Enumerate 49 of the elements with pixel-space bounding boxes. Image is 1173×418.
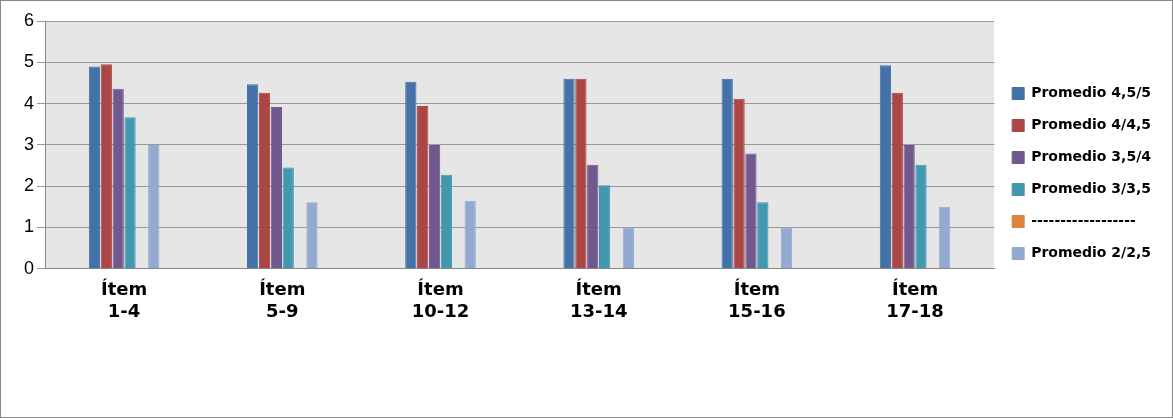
- y-tick-label: 1: [24, 216, 35, 237]
- x-tick-label: Ítem 17-18: [886, 278, 944, 321]
- legend-label: Promedio 2/2,5: [1031, 244, 1152, 261]
- bar: [903, 144, 915, 269]
- bar: [780, 227, 793, 269]
- bar: [247, 84, 259, 269]
- bar: [733, 98, 745, 269]
- x-tick-label: Ítem 13-14: [569, 278, 628, 321]
- y-tick-label: 5: [24, 51, 35, 72]
- x-tick-label: Ítem 1-4: [100, 278, 148, 321]
- bar: [464, 200, 476, 269]
- x-tick-label: Ítem 15-16: [728, 278, 786, 321]
- bar: [428, 144, 441, 269]
- bar: [915, 164, 927, 269]
- y-tick-label: 6: [24, 9, 35, 30]
- bar: [879, 65, 892, 269]
- legend-label: ------------------: [1031, 212, 1136, 229]
- y-tick-label: 2: [24, 175, 35, 196]
- bar: [563, 78, 575, 269]
- bar: [417, 106, 429, 269]
- bar: [587, 164, 599, 269]
- bar: [112, 88, 124, 269]
- bar: [598, 185, 611, 269]
- bar: [148, 144, 160, 269]
- bar: [891, 92, 903, 269]
- legend-label: Promedio 4/4,5: [1031, 116, 1152, 133]
- bar: [757, 202, 769, 269]
- legend-label: Promedio 3,5/4: [1031, 148, 1152, 165]
- legend-label: Promedio 4,5/5: [1031, 84, 1152, 101]
- bar: [100, 64, 112, 269]
- y-tick-label: 0: [24, 257, 35, 278]
- x-tick-label: Ítem 5-9: [259, 278, 306, 321]
- bar: [440, 174, 453, 269]
- bar: [575, 78, 587, 269]
- bar: [622, 227, 634, 269]
- bar: [258, 92, 271, 269]
- y-tick-label: 4: [24, 92, 35, 113]
- bar: [282, 167, 294, 269]
- y-tick-label: 3: [24, 133, 35, 154]
- bar: [745, 153, 757, 269]
- x-tick-label: Ítem 10-12: [411, 278, 470, 321]
- bar: [306, 202, 318, 269]
- bar: [721, 78, 733, 269]
- bar: [88, 66, 101, 269]
- bar: [124, 117, 136, 269]
- legend-label: Promedio 3/3,5: [1031, 180, 1152, 197]
- bar: [270, 106, 282, 269]
- bar: [939, 206, 951, 269]
- bar: [405, 81, 417, 269]
